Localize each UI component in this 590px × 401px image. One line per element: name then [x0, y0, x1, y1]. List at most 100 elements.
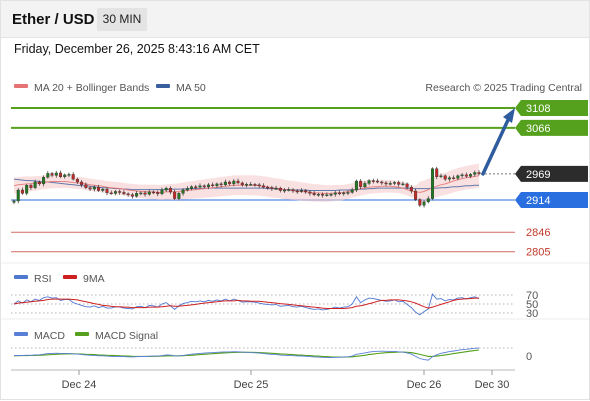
candle-body [206, 184, 210, 187]
candle-body [329, 194, 333, 196]
candle-body [211, 184, 215, 187]
candle-body [215, 183, 219, 186]
candle-body [312, 193, 316, 195]
candle-body [135, 193, 139, 197]
rsi-ma-legend-label: 9MA [83, 273, 105, 285]
candle-body [308, 191, 312, 194]
timestamp: Friday, December 26, 2025 8:43:16 AM CET [14, 42, 260, 56]
macd-signal-legend-label: MACD Signal [95, 330, 158, 342]
candle-body [367, 180, 371, 184]
candle-body [333, 192, 337, 195]
macd-line [13, 347, 480, 361]
price-levels [11, 107, 515, 253]
timeframe-button[interactable]: 30 MIN [97, 8, 147, 31]
price-labels: 3108 3066 2969 2914 2846 2805 [515, 100, 588, 259]
candle-body [139, 192, 143, 195]
candle-body [464, 174, 468, 177]
candle-body [409, 186, 413, 192]
candle-body [401, 183, 405, 186]
candle-body [97, 186, 101, 191]
last-price-text: 2969 [526, 169, 550, 181]
candle-body [63, 174, 67, 177]
candle-body [405, 183, 409, 188]
candle-body [384, 182, 388, 185]
candle-body [177, 193, 181, 199]
candle-body [283, 189, 287, 192]
rsi-legend-label: RSI [34, 273, 52, 285]
candle-body [160, 189, 164, 195]
candle-body [173, 191, 177, 199]
candle-body [388, 183, 392, 185]
candle-body [130, 194, 134, 197]
candle-body [338, 192, 342, 195]
target-price-tag [515, 119, 588, 136]
candle-body [354, 180, 358, 191]
instrument-title: Ether / USD [12, 11, 95, 28]
time-tick-label: Dec 26 [407, 379, 442, 391]
macd-panel: 0 [11, 347, 532, 363]
candle-body [447, 177, 451, 180]
candle-body [50, 173, 54, 176]
candle-body [37, 181, 41, 185]
candle-body [426, 198, 430, 203]
rsi-ma-line [13, 297, 479, 309]
candle-body [236, 180, 240, 184]
candle-body [299, 190, 303, 192]
time-axis-ticks: Dec 24 Dec 25 Dec 26 Dec 30 [62, 370, 509, 391]
candle-body [325, 194, 329, 196]
candle-body [219, 183, 223, 186]
macd-legend-label: MACD [34, 330, 65, 342]
candle-body [274, 187, 278, 190]
candle-body [185, 188, 189, 191]
candle-body [80, 181, 84, 186]
candle-body [84, 184, 88, 188]
candle-body [190, 186, 194, 189]
candle-body [202, 185, 206, 187]
candle-body [380, 181, 384, 184]
candle-body [443, 175, 447, 180]
candle-body [414, 190, 418, 200]
candle-body [422, 201, 426, 206]
rsi-level-label: 50 [526, 299, 538, 311]
rsi-ma-legend-swatch [63, 275, 77, 279]
candle-body [126, 193, 130, 196]
candle-body [249, 184, 253, 186]
title-bar: Ether / USD 30 MIN [1, 1, 589, 38]
candle-body [12, 200, 16, 203]
candle-body [473, 172, 477, 175]
credit-text: Research © 2025 Trading Central [425, 82, 582, 94]
candle-body [304, 190, 308, 193]
candle-body [164, 187, 168, 191]
time-tick-label: Dec 25 [234, 379, 269, 391]
candles [12, 166, 481, 208]
candle-body [253, 184, 257, 186]
candle-body [113, 191, 117, 194]
candle-body [363, 183, 367, 187]
candle-body [452, 177, 456, 179]
candle-body [151, 191, 155, 194]
candle-body [92, 186, 96, 190]
time-tick-label: Dec 24 [62, 379, 97, 391]
ma20-legend-swatch [14, 84, 28, 88]
forecast-arrow-head [503, 108, 515, 123]
candle-body [156, 192, 160, 195]
ma50-legend-label: MA 50 [176, 82, 206, 94]
candle-body [469, 174, 473, 177]
last-price-tag [515, 165, 588, 182]
ma20-legend-label: MA 20 + Bollinger Bands [34, 82, 149, 94]
candle-body [261, 185, 265, 188]
candle-body [376, 180, 380, 183]
candle-body [287, 189, 291, 191]
candle-body [240, 182, 244, 186]
candle-body [29, 185, 33, 188]
candle-body [316, 194, 320, 196]
candle-body [75, 178, 79, 183]
candle-body [33, 181, 37, 188]
candle-body [54, 172, 58, 176]
forecast-arrow-shaft [481, 118, 510, 176]
candle-body [59, 172, 63, 177]
candle-body [228, 181, 232, 185]
macd-zero-label: 0 [526, 351, 532, 363]
candle-body [105, 188, 109, 194]
